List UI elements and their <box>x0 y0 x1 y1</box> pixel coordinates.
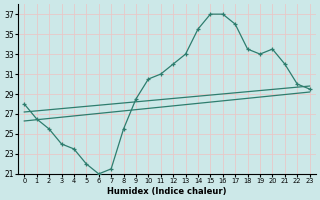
X-axis label: Humidex (Indice chaleur): Humidex (Indice chaleur) <box>107 187 227 196</box>
